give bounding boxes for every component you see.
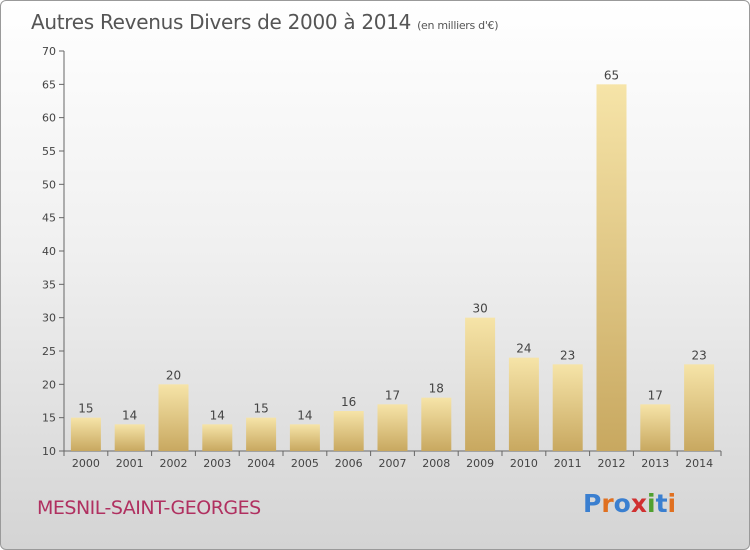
logo-letter: i bbox=[667, 489, 677, 518]
y-tick-label: 45 bbox=[42, 212, 56, 225]
logo-letter: t bbox=[655, 489, 668, 518]
bar-2002 bbox=[158, 384, 189, 451]
data-label: 15 bbox=[253, 402, 268, 416]
x-tick-label: 2008 bbox=[422, 457, 450, 470]
bar-2012 bbox=[596, 84, 627, 451]
x-tick-label: 2005 bbox=[291, 457, 319, 470]
y-tick-label: 20 bbox=[42, 378, 56, 391]
x-tick-label: 2003 bbox=[203, 457, 231, 470]
bar-2005 bbox=[289, 424, 320, 451]
data-label: 14 bbox=[122, 408, 137, 422]
bar-2007 bbox=[377, 404, 408, 451]
y-tick-label: 65 bbox=[42, 78, 56, 91]
x-tick-label: 2010 bbox=[510, 457, 538, 470]
bar-2011 bbox=[552, 364, 583, 451]
y-tick-label: 70 bbox=[42, 45, 56, 58]
data-label: 17 bbox=[385, 388, 400, 402]
bar-2008 bbox=[421, 397, 452, 451]
data-label: 23 bbox=[560, 348, 575, 362]
bar-2006 bbox=[333, 411, 364, 451]
x-tick-label: 2014 bbox=[685, 457, 713, 470]
x-tick-label: 2013 bbox=[641, 457, 669, 470]
x-tick-label: 2009 bbox=[466, 457, 494, 470]
bar-2000 bbox=[70, 417, 101, 451]
y-tick-label: 10 bbox=[42, 445, 56, 458]
data-label: 65 bbox=[604, 68, 619, 82]
logo-letter: r bbox=[601, 489, 614, 518]
data-label: 24 bbox=[516, 342, 531, 356]
chart-data-labels: 15 14 20 14 15 14 16 17 18 30 24 23 65 17 23 bbox=[78, 68, 706, 422]
chart-bars bbox=[70, 84, 715, 451]
chart-title-text: Autres Revenus Divers de 2000 à 2014 bbox=[31, 10, 412, 34]
data-label: 23 bbox=[691, 348, 706, 362]
bar-2013 bbox=[640, 404, 671, 451]
chart-axes: 10 15 20 25 30 35 40 45 50 55 60 65 70 2000 2001 2002 20… bbox=[42, 45, 722, 470]
y-tick-label: 55 bbox=[42, 145, 56, 158]
data-label: 30 bbox=[472, 302, 487, 316]
x-tick-label: 2000 bbox=[72, 457, 100, 470]
data-label: 14 bbox=[210, 408, 225, 422]
y-tick-label: 30 bbox=[42, 312, 56, 325]
chart-unit-note: (en milliers d'€) bbox=[417, 19, 499, 32]
commune-name: MESNIL-SAINT-GEORGES bbox=[37, 497, 261, 519]
data-label: 14 bbox=[297, 408, 312, 422]
x-tick-label: 2012 bbox=[598, 457, 626, 470]
data-label: 18 bbox=[429, 382, 444, 396]
proxiti-logo: Proxiti bbox=[583, 489, 676, 518]
y-tick-label: 40 bbox=[42, 245, 56, 258]
y-tick-label: 15 bbox=[42, 412, 56, 425]
bar-2004 bbox=[246, 417, 277, 451]
bar-2003 bbox=[202, 424, 233, 451]
bar-2010 bbox=[508, 357, 539, 451]
x-tick-label: 2001 bbox=[116, 457, 144, 470]
bar-2001 bbox=[114, 424, 145, 451]
x-tick-label: 2007 bbox=[379, 457, 407, 470]
x-tick-label: 2006 bbox=[335, 457, 363, 470]
bar-2009 bbox=[465, 317, 496, 451]
logo-letter: x bbox=[630, 489, 647, 518]
logo-letter: o bbox=[613, 489, 631, 518]
x-tick-label: 2011 bbox=[554, 457, 582, 470]
y-tick-label: 35 bbox=[42, 278, 56, 291]
data-label: 20 bbox=[166, 368, 181, 382]
x-tick-label: 2002 bbox=[160, 457, 188, 470]
data-label: 17 bbox=[648, 388, 663, 402]
data-label: 16 bbox=[341, 395, 356, 409]
x-tick-label: 2004 bbox=[247, 457, 275, 470]
chart-title: Autres Revenus Divers de 2000 à 2014 (en … bbox=[31, 10, 499, 34]
y-tick-label: 25 bbox=[42, 345, 56, 358]
y-tick-label: 50 bbox=[42, 178, 56, 191]
bar-2014 bbox=[684, 364, 715, 451]
y-tick-label: 60 bbox=[42, 112, 56, 125]
logo-letter: P bbox=[583, 489, 602, 518]
logo-letter: i bbox=[647, 489, 656, 518]
data-label: 15 bbox=[78, 402, 93, 416]
